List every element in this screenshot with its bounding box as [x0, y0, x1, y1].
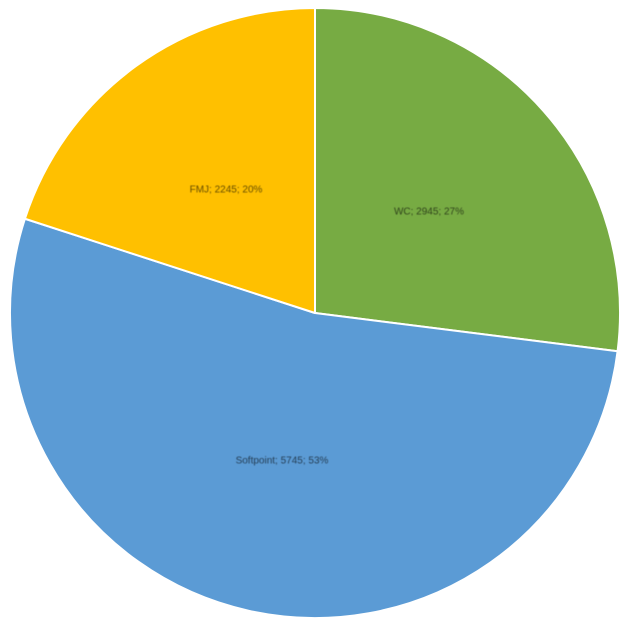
svg-text:FMJ; 2245; 20%: FMJ; 2245; 20% — [190, 185, 263, 196]
svg-text:WC; 2945; 27%: WC; 2945; 27% — [394, 207, 464, 218]
svg-text:Softpoint; 5745; 53%: Softpoint; 5745; 53% — [236, 456, 329, 467]
